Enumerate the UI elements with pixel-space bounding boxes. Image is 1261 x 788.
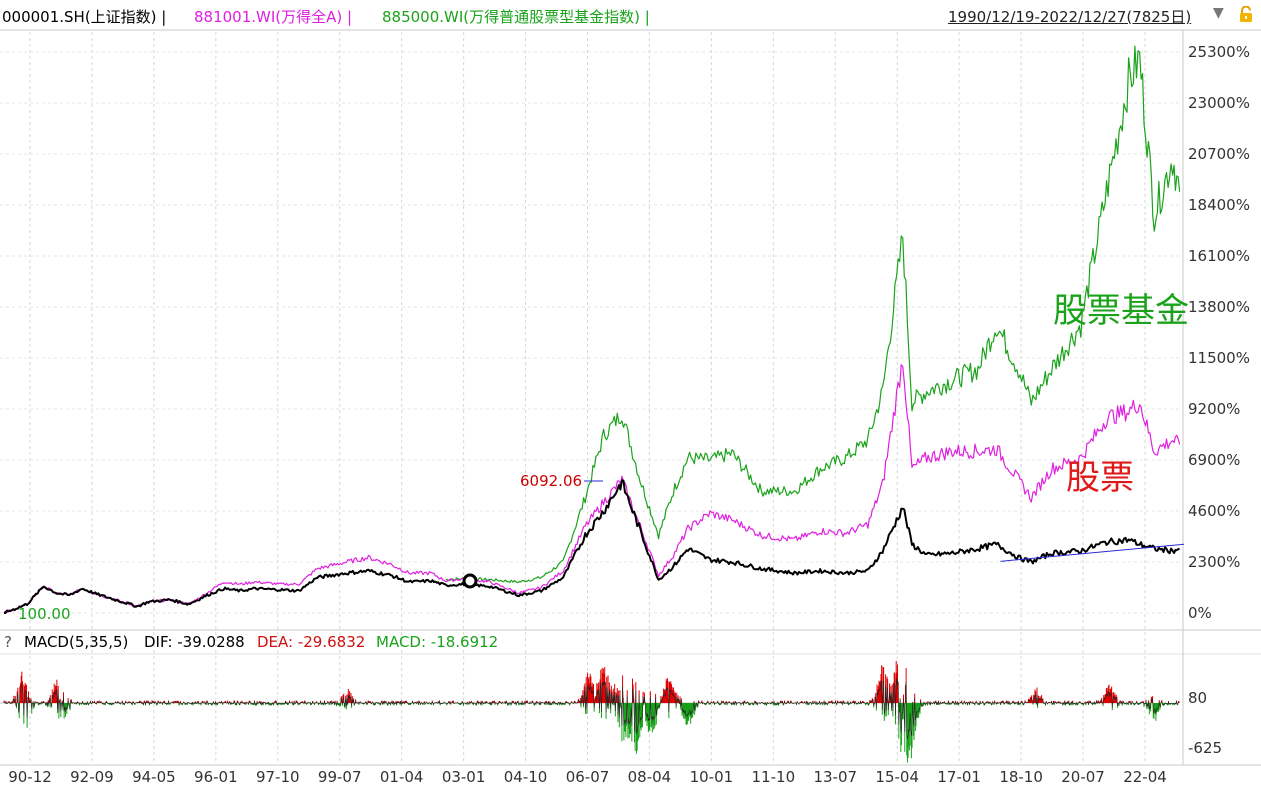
date-range-selector[interactable]: 1990/12/19-2022/12/27(7825日) [948, 8, 1192, 26]
x-tick-label: 97-10 [256, 768, 300, 786]
macd-y-tick-label: 80 [1188, 689, 1207, 707]
x-tick-label: 06-07 [566, 768, 610, 786]
macd-dif-line [3, 677, 1180, 739]
y-tick-label: 16100% [1188, 247, 1250, 265]
triangle-down-icon[interactable]: ▼ [1213, 5, 1224, 21]
x-tick-label: 90-12 [8, 768, 52, 786]
x-tick-label: 10-01 [690, 768, 734, 786]
x-tick-label: 18-10 [999, 768, 1043, 786]
x-tick-label: 92-09 [70, 768, 114, 786]
y-tick-label: 4600% [1188, 502, 1240, 520]
macd-dif: DIF: -39.0288 [144, 633, 245, 651]
y-tick-label: 11500% [1188, 349, 1250, 367]
macd-y-tick-label: -625 [1188, 739, 1222, 757]
macd-value: MACD: -18.6912 [376, 633, 499, 651]
x-tick-label: 15-04 [875, 768, 919, 786]
macd-indicator-bar: ? MACD(5,35,5) DIF: -39.0288 DEA: -29.68… [0, 631, 1261, 653]
x-tick-label: 01-04 [380, 768, 424, 786]
macd-dea: DEA: -29.6832 [257, 633, 366, 651]
fund-series-label: 股票基金 [1053, 291, 1189, 331]
x-tick-label: 13-07 [813, 768, 857, 786]
lock-icon[interactable] [1239, 6, 1253, 22]
chart-lines [3, 45, 1185, 614]
y-tick-label: 2300% [1188, 553, 1240, 571]
series-line-1[interactable] [3, 364, 1181, 613]
x-tick-label: 11-10 [752, 768, 796, 786]
y-tick-label: 6900% [1188, 451, 1240, 469]
x-tick-label: 96-01 [194, 768, 238, 786]
x-axis-labels: 90-12 92-09 94-05 96-01 97-10 99-07 01-04 03-01… [8, 768, 1167, 786]
chart-annotations: 6092.06 100.00 股票基金 股票 [18, 291, 1189, 623]
current-marker[interactable] [462, 573, 478, 589]
macd-params[interactable]: MACD(5,35,5) [24, 633, 129, 651]
x-tick-label: 22-04 [1123, 768, 1167, 786]
y-tick-label: 25300% [1188, 43, 1250, 61]
macd-help-button[interactable]: ? [4, 633, 12, 651]
x-tick-label: 20-07 [1061, 768, 1105, 786]
series-wind-a-label[interactable]: 881001.WI(万得全A) | [194, 8, 353, 26]
base-label: 100.00 [18, 605, 71, 623]
trend-line[interactable] [1000, 543, 1185, 562]
y-tick-label: 0% [1188, 604, 1212, 622]
y-tick-label: 20700% [1188, 145, 1250, 163]
series-line-0[interactable] [4, 479, 1180, 614]
x-tick-label: 94-05 [132, 768, 176, 786]
peak-label: 6092.06 [520, 472, 582, 490]
x-tick-label: 03-01 [442, 768, 486, 786]
y-axis-labels: 25300% 23000% 20700% 18400% 16100% 13800% 1150… [1188, 43, 1250, 757]
y-tick-label: 13800% [1188, 298, 1250, 316]
series-fund-label[interactable]: 885000.WI(万得普通股票型基金指数) | [382, 8, 650, 26]
chart-grid [0, 29, 1261, 766]
chart-header: 000001.SH(上证指数) | 881001.WI(万得全A) | 8850… [0, 0, 1261, 30]
x-tick-label: 08-04 [628, 768, 672, 786]
macd-histogram [0, 660, 1180, 763]
x-tick-label: 99-07 [318, 768, 362, 786]
y-tick-label: 9200% [1188, 400, 1240, 418]
y-tick-label: 18400% [1188, 196, 1250, 214]
series-sh-label[interactable]: 000001.SH(上证指数) | [2, 8, 167, 26]
x-tick-label: 17-01 [937, 768, 981, 786]
x-tick-label: 04-10 [504, 768, 548, 786]
stock-series-label: 股票 [1066, 458, 1134, 498]
series-line-2[interactable] [445, 45, 1181, 584]
y-tick-label: 23000% [1188, 94, 1250, 112]
